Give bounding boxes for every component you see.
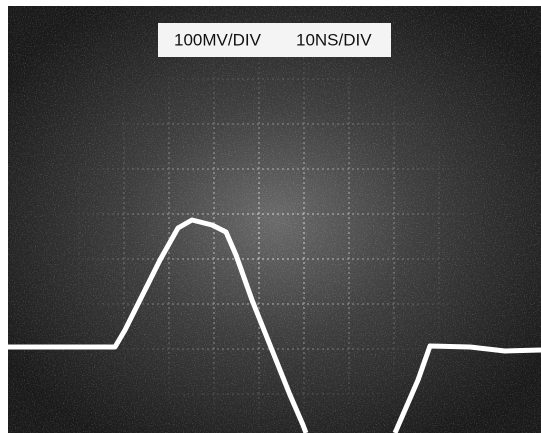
- volts-per-div: 100MV/DIV: [174, 30, 262, 49]
- waveform: [8, 217, 309, 433]
- graticule: [60, 40, 480, 433]
- time-per-div: 10NS/DIV: [296, 30, 372, 49]
- label-box: [158, 23, 391, 57]
- waveform: [392, 343, 541, 433]
